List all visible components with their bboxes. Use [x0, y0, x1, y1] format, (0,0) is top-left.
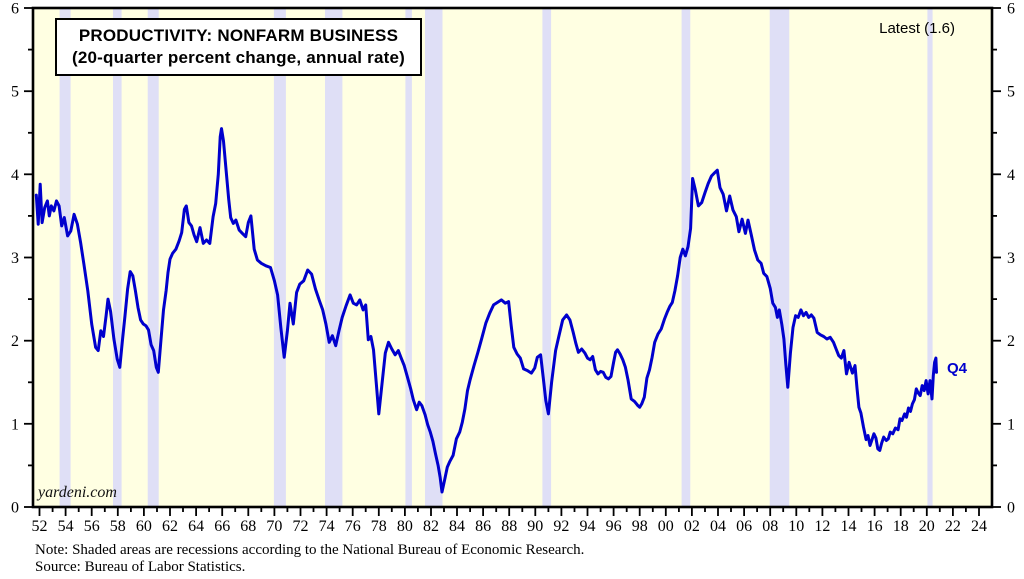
footnote: Note: Shaded areas are recessions accord…: [35, 542, 584, 576]
svg-text:80: 80: [397, 518, 413, 535]
footnote-note-line: Note: Shaded areas are recessions accord…: [35, 542, 585, 558]
svg-text:1: 1: [11, 416, 19, 433]
svg-text:06: 06: [736, 518, 752, 535]
svg-text:78: 78: [371, 518, 387, 535]
yardeni-watermark: yardeni.com: [38, 484, 117, 501]
svg-text:76: 76: [345, 518, 361, 535]
svg-text:24: 24: [971, 518, 987, 535]
svg-text:0: 0: [1007, 500, 1015, 517]
svg-text:5: 5: [1007, 84, 1015, 101]
svg-text:90: 90: [527, 518, 543, 535]
svg-text:60: 60: [136, 518, 152, 535]
svg-text:84: 84: [449, 518, 465, 535]
latest-value-label: Latest (1.6): [879, 20, 955, 37]
svg-text:3: 3: [11, 250, 19, 267]
svg-text:1: 1: [1007, 416, 1015, 433]
svg-text:02: 02: [684, 518, 700, 535]
svg-text:66: 66: [214, 518, 230, 535]
svg-text:58: 58: [110, 518, 126, 535]
svg-text:94: 94: [580, 518, 596, 535]
footnote-source-line: Source: Bureau of Labor Statistics.: [35, 559, 246, 575]
svg-text:70: 70: [266, 518, 282, 535]
svg-text:6: 6: [11, 1, 19, 18]
svg-text:96: 96: [606, 518, 622, 535]
svg-text:08: 08: [762, 518, 778, 535]
svg-text:12: 12: [814, 518, 830, 535]
svg-text:82: 82: [423, 518, 439, 535]
svg-text:52: 52: [32, 518, 48, 535]
svg-text:54: 54: [58, 518, 74, 535]
svg-text:62: 62: [162, 518, 178, 535]
svg-text:22: 22: [945, 518, 961, 535]
svg-text:6: 6: [1007, 1, 1015, 18]
svg-text:16: 16: [867, 518, 883, 535]
svg-text:2: 2: [1007, 333, 1015, 350]
svg-text:68: 68: [240, 518, 256, 535]
svg-text:00: 00: [658, 518, 674, 535]
svg-text:86: 86: [475, 518, 491, 535]
svg-text:3: 3: [1007, 250, 1015, 267]
svg-text:20: 20: [919, 518, 935, 535]
svg-text:14: 14: [841, 518, 857, 535]
chart-title-box: PRODUCTIVITY: NONFARM BUSINESS (20-quart…: [55, 18, 422, 76]
svg-text:72: 72: [293, 518, 309, 535]
svg-text:98: 98: [632, 518, 648, 535]
svg-text:56: 56: [84, 518, 100, 535]
svg-text:64: 64: [188, 518, 204, 535]
svg-text:88: 88: [501, 518, 517, 535]
chart-title: PRODUCTIVITY: NONFARM BUSINESS: [78, 26, 399, 45]
svg-text:0: 0: [11, 500, 19, 517]
svg-text:4: 4: [1007, 167, 1015, 184]
svg-text:04: 04: [710, 518, 726, 535]
svg-text:92: 92: [553, 518, 569, 535]
svg-text:10: 10: [788, 518, 804, 535]
svg-text:2: 2: [11, 333, 19, 350]
svg-text:5: 5: [11, 84, 19, 101]
svg-text:18: 18: [893, 518, 909, 535]
chart-subtitle: (20-quarter percent change, annual rate): [72, 48, 405, 67]
svg-text:4: 4: [11, 167, 19, 184]
series-endpoint-label: Q4: [947, 360, 968, 377]
svg-text:74: 74: [319, 518, 335, 535]
